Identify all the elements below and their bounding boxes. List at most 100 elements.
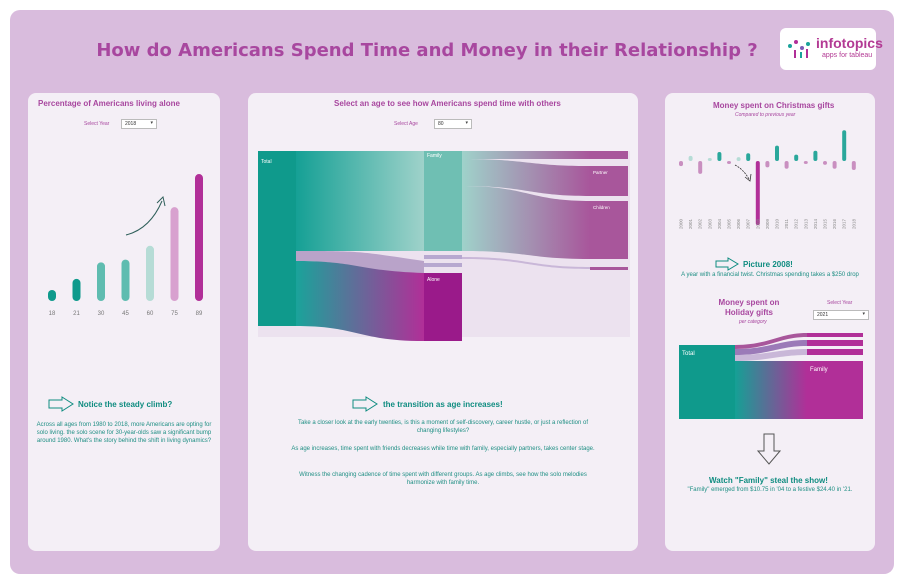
xmas-bar — [727, 161, 731, 164]
holiday-node-family[interactable] — [807, 361, 863, 419]
year-select-value: 2018 — [125, 121, 137, 127]
alone-tick-label: 18 — [49, 311, 56, 317]
xmas-bar — [842, 130, 847, 161]
holiday-node-2[interactable] — [807, 340, 863, 346]
xmas-bar — [794, 154, 799, 161]
sankey-node-children[interactable] — [590, 201, 628, 259]
arrow-down-icon — [757, 433, 781, 465]
xmas-bar — [736, 157, 741, 161]
xmas-tick-label: 2015 — [823, 219, 828, 230]
sankey-link-family-children — [462, 186, 590, 259]
holiday-year-value: 2021 — [817, 312, 829, 318]
xmas-tick-label: 2011 — [784, 219, 789, 229]
sankey-node-friends[interactable] — [424, 255, 462, 259]
xmas-bar — [746, 153, 751, 161]
sankey-node-family[interactable] — [424, 151, 462, 251]
alone-tick-label: 45 — [122, 311, 129, 317]
holiday-label-family: Family — [810, 367, 828, 373]
page-title: How do Americans Spend Time and Money in… — [96, 40, 758, 61]
holiday-node-1[interactable] — [807, 333, 863, 337]
alone-tick-label: 30 — [98, 311, 105, 317]
family-body: "Family" emerged from $10.75 in '04 to a… — [687, 487, 853, 493]
sankey-label-total: Total — [261, 159, 272, 165]
xmas-bar — [688, 155, 693, 161]
alone-bar — [170, 207, 179, 301]
xmas-tick-label: 2017 — [842, 219, 847, 230]
xmas-bar — [698, 161, 703, 174]
xmas-tick-label: 2001 — [688, 219, 693, 230]
time-spent-title: Select an age to see how Americans spend… — [334, 99, 561, 108]
sankey-link-total-alone — [296, 261, 424, 341]
xmas-bar — [784, 161, 789, 169]
xmas-tick-label: 2012 — [794, 219, 799, 230]
xmas-bar — [679, 161, 683, 167]
sankey-node-total[interactable] — [258, 151, 296, 326]
holiday-link-3 — [735, 349, 807, 361]
xmas-bar — [832, 161, 837, 169]
trend-arrow-icon — [125, 200, 163, 236]
xmas-tick-label: 2005 — [727, 219, 732, 230]
logo-mark-icon — [788, 40, 810, 58]
xmas-bar — [775, 145, 779, 161]
transition-heading: the transition as age increases! — [383, 400, 503, 409]
year-select-label: Select Year — [84, 121, 110, 127]
alone-tick-label: 89 — [196, 311, 203, 317]
christmas-gifts-subtitle: Compared to previous year — [735, 112, 796, 118]
xmas-tick-label: 2006 — [736, 219, 741, 230]
xmas-callout-arrowhead — [744, 173, 752, 182]
living-alone-panel: Percentage of Americans living alone Sel… — [28, 93, 220, 551]
age-select[interactable]: 80 ▾ — [434, 119, 472, 129]
alone-bar — [48, 289, 56, 301]
xmas-tick-label: 2018 — [851, 219, 856, 230]
alone-bar — [97, 262, 105, 301]
xmas-tick-label: 2003 — [707, 219, 712, 230]
holiday-sankey-chart: Total Family — [679, 333, 863, 419]
xmas-tick-label: 2004 — [717, 219, 722, 230]
holiday-link-1 — [735, 333, 807, 349]
picture-2008-heading: Picture 2008! — [743, 260, 793, 269]
xmas-bar — [803, 161, 808, 164]
sankey-node-other-family[interactable] — [590, 151, 628, 159]
sankey-label-children: Children — [593, 205, 610, 210]
sankey-link-family-partner — [462, 159, 590, 196]
xmas-tick-label: 2008 — [755, 219, 760, 230]
transition-para-3: Witness the changing cadence of time spe… — [299, 472, 587, 486]
xmas-tick-label: 2010 — [775, 219, 780, 230]
xmas-tick-label: 2013 — [803, 219, 808, 230]
holiday-gifts-title: Money spent on Holiday gifts — [718, 298, 780, 317]
xmas-bar — [823, 161, 827, 165]
sankey-label-family: Family — [427, 153, 442, 159]
year-select[interactable]: 2018 ▾ — [121, 119, 157, 129]
arrow-right-icon — [352, 396, 378, 412]
xmas-tick-label: 2002 — [698, 219, 703, 230]
sankey-link-total-other — [296, 251, 424, 273]
holiday-node-3[interactable] — [807, 349, 863, 355]
xmas-bar — [813, 150, 818, 161]
sankey-node-alone[interactable] — [424, 273, 462, 341]
xmas-tick-label: 2007 — [746, 219, 751, 230]
picture-2008-body: A year with a financial twist. Christmas… — [681, 272, 859, 278]
xmas-tick-label: 2009 — [765, 219, 770, 230]
holiday-year-label: Select Year — [827, 300, 853, 306]
chevron-down-icon: ▾ — [150, 120, 153, 126]
alone-bar — [146, 245, 154, 301]
sankey-link-family-other — [462, 151, 590, 159]
sankey-link-friends — [462, 257, 590, 269]
holiday-node-total[interactable] — [679, 345, 735, 419]
xmas-bar — [851, 161, 856, 170]
alone-bar — [72, 278, 81, 301]
christmas-gifts-title: Money spent on Christmas gifts — [713, 101, 835, 110]
sankey-node-partner[interactable] — [590, 166, 628, 196]
family-heading: Watch "Family" steal the show! — [709, 476, 828, 485]
sankey-node-small[interactable] — [590, 267, 628, 270]
holiday-link-family — [735, 361, 807, 419]
xmas-bar — [717, 152, 722, 161]
steady-climb-heading: Notice the steady climb? — [78, 400, 173, 409]
holiday-year-select[interactable]: 2021 ▾ — [813, 310, 869, 320]
age-select-label: Select Age — [394, 121, 418, 127]
xmas-bar — [755, 161, 760, 226]
holiday-link-2 — [735, 340, 807, 355]
sankey-node-coworkers[interactable] — [424, 263, 462, 267]
arrow-right-icon — [715, 257, 739, 271]
alone-tick-label: 21 — [73, 311, 80, 317]
